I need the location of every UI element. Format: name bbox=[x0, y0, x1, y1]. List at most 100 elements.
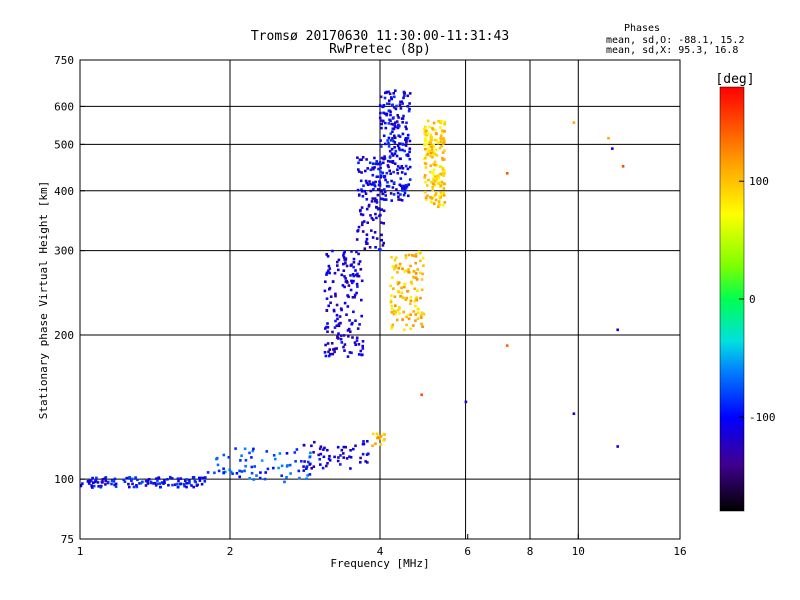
data-point bbox=[294, 460, 297, 463]
data-point bbox=[360, 190, 364, 193]
data-point bbox=[328, 352, 332, 356]
phases-mean-o: mean, sd,O: -88.1, 15.2 bbox=[606, 35, 744, 46]
data-point bbox=[328, 348, 332, 351]
data-point bbox=[391, 154, 395, 157]
data-point bbox=[349, 456, 353, 459]
data-point bbox=[204, 476, 207, 479]
data-point bbox=[357, 252, 360, 256]
data-point bbox=[442, 182, 446, 185]
data-point bbox=[357, 170, 361, 173]
data-point bbox=[394, 121, 397, 124]
data-point bbox=[431, 127, 434, 130]
data-point bbox=[390, 97, 393, 101]
data-point bbox=[101, 480, 104, 484]
data-point bbox=[136, 478, 139, 482]
data-point bbox=[351, 281, 354, 285]
data-point bbox=[423, 143, 427, 147]
data-point bbox=[401, 142, 404, 146]
data-point bbox=[380, 233, 383, 237]
data-point bbox=[379, 175, 382, 179]
data-point bbox=[378, 184, 382, 187]
data-point bbox=[371, 162, 375, 165]
data-point bbox=[394, 149, 398, 153]
data-point bbox=[401, 295, 404, 299]
data-point bbox=[323, 351, 327, 354]
data-point bbox=[216, 463, 220, 467]
y-tick-label: 300 bbox=[54, 245, 74, 258]
data-point bbox=[147, 478, 151, 481]
data-point bbox=[104, 483, 107, 486]
data-point bbox=[355, 282, 359, 286]
data-point bbox=[369, 168, 373, 172]
data-point bbox=[92, 484, 96, 488]
data-point bbox=[362, 220, 366, 223]
data-point bbox=[388, 92, 392, 96]
data-point bbox=[384, 194, 387, 197]
data-point bbox=[407, 270, 410, 274]
data-point bbox=[325, 464, 328, 468]
data-point bbox=[343, 301, 347, 305]
data-point bbox=[131, 482, 134, 486]
data-point bbox=[342, 445, 346, 449]
data-point bbox=[373, 183, 376, 187]
data-point bbox=[199, 476, 203, 480]
data-point bbox=[400, 291, 404, 295]
data-point bbox=[250, 456, 253, 459]
data-point bbox=[206, 471, 210, 474]
data-point bbox=[426, 131, 430, 134]
data-point bbox=[405, 323, 408, 327]
data-point bbox=[323, 289, 327, 293]
data-point bbox=[382, 104, 386, 107]
data-point bbox=[146, 479, 150, 483]
data-point bbox=[378, 180, 381, 183]
data-point bbox=[439, 121, 443, 125]
data-point bbox=[433, 175, 437, 178]
data-point bbox=[376, 188, 380, 191]
data-point bbox=[386, 139, 389, 142]
data-point bbox=[144, 479, 148, 483]
data-point bbox=[385, 184, 389, 188]
data-point bbox=[402, 193, 406, 197]
data-point bbox=[443, 149, 446, 152]
data-point bbox=[155, 477, 158, 480]
data-point bbox=[380, 145, 383, 148]
data-point bbox=[382, 222, 385, 225]
data-points bbox=[79, 89, 625, 489]
x-tick-label: 8 bbox=[527, 545, 534, 558]
data-point bbox=[195, 484, 199, 487]
data-point bbox=[361, 195, 365, 198]
data-point bbox=[397, 134, 400, 137]
data-point bbox=[354, 444, 357, 448]
data-point bbox=[427, 147, 430, 150]
data-point bbox=[611, 147, 614, 150]
data-point bbox=[198, 476, 201, 480]
data-point bbox=[420, 278, 424, 281]
data-point bbox=[179, 482, 183, 486]
data-point bbox=[374, 246, 377, 249]
data-point bbox=[128, 476, 131, 479]
data-point bbox=[388, 149, 392, 153]
data-point bbox=[413, 287, 417, 291]
data-point bbox=[407, 253, 411, 257]
data-point bbox=[319, 452, 323, 456]
data-point bbox=[364, 460, 367, 463]
data-point bbox=[255, 474, 258, 477]
data-point bbox=[414, 297, 418, 300]
data-point bbox=[405, 315, 408, 319]
data-point bbox=[324, 343, 327, 347]
data-point bbox=[366, 221, 369, 224]
data-point bbox=[239, 459, 242, 462]
data-point bbox=[416, 311, 420, 314]
data-point bbox=[389, 113, 392, 117]
data-point bbox=[373, 197, 377, 200]
data-point bbox=[421, 325, 424, 328]
data-point bbox=[443, 122, 446, 126]
data-point bbox=[285, 476, 288, 479]
data-point bbox=[416, 268, 419, 271]
data-point bbox=[430, 138, 433, 142]
data-point bbox=[434, 192, 438, 195]
data-point bbox=[238, 469, 241, 473]
data-point bbox=[417, 250, 421, 254]
data-point bbox=[389, 300, 393, 304]
data-point bbox=[359, 208, 362, 212]
